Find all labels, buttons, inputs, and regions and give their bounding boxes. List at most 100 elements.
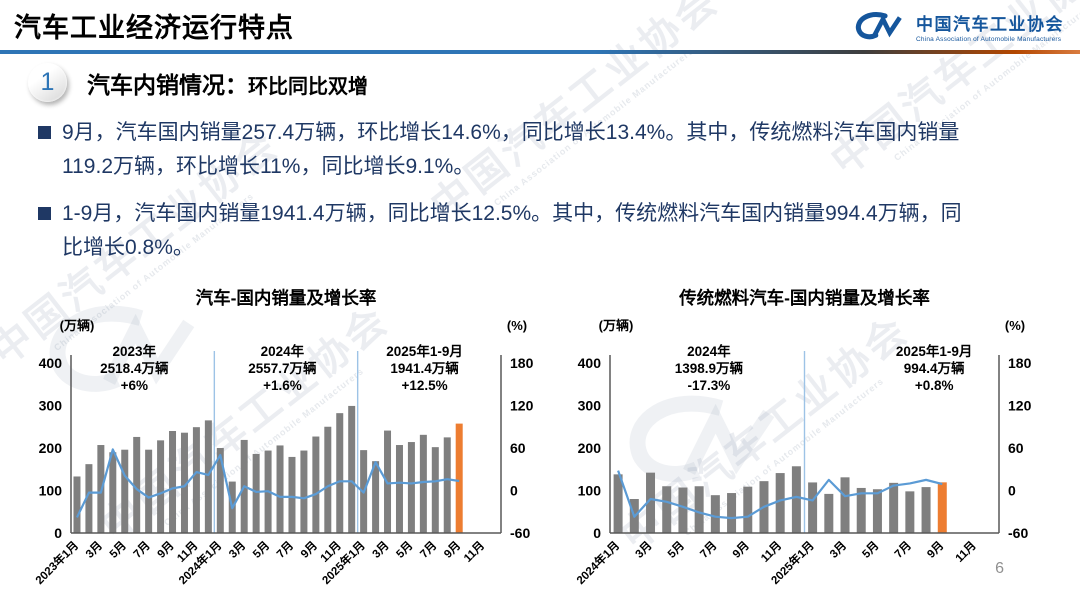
caam-logo-mark-icon — [855, 12, 902, 40]
svg-text:0: 0 — [593, 525, 601, 541]
bar-month — [905, 491, 915, 533]
svg-text:2023年: 2023年 — [113, 343, 157, 359]
svg-text:2024年1月: 2024年1月 — [573, 538, 622, 587]
svg-text:7月: 7月 — [131, 539, 153, 561]
axes — [70, 355, 502, 534]
svg-text:2518.4万辆: 2518.4万辆 — [100, 360, 169, 376]
svg-text:2024年: 2024年 — [687, 343, 731, 359]
svg-text:7月: 7月 — [418, 539, 440, 561]
svg-text:7月: 7月 — [698, 539, 720, 561]
svg-text:3月: 3月 — [827, 539, 849, 561]
bar-month — [743, 486, 753, 533]
svg-text:-60: -60 — [510, 525, 530, 541]
section-title: 汽车内销情况： 环比同比双增 — [87, 66, 368, 100]
bar-month — [121, 449, 129, 533]
svg-text:180: 180 — [510, 355, 534, 371]
caam-logo-text: 中国汽车工业协会 China Association of Automobile… — [916, 10, 1064, 43]
bar-month — [169, 431, 177, 533]
svg-text:11月: 11月 — [953, 539, 979, 565]
growth-rate-line — [75, 448, 460, 518]
bar-month — [872, 489, 882, 533]
bar-month — [775, 473, 785, 533]
bar-month — [192, 427, 200, 533]
bar-month — [395, 445, 403, 533]
bar-month — [407, 442, 415, 533]
svg-text:60: 60 — [1008, 440, 1024, 456]
svg-text:5月: 5月 — [860, 539, 882, 561]
svg-text:400: 400 — [39, 355, 63, 371]
svg-text:3月: 3月 — [633, 539, 655, 561]
svg-text:9月: 9月 — [155, 539, 177, 561]
svg-text:9月: 9月 — [730, 539, 752, 561]
bullet-marker — [38, 126, 51, 139]
svg-text:1941.4万辆: 1941.4万辆 — [390, 360, 459, 376]
bar-month — [85, 464, 93, 533]
y-axis-tick-labels: 0 100 200 300 400 -60 0 60 120 180 — [578, 355, 1032, 541]
bar-month — [889, 482, 899, 533]
svg-text:100: 100 — [39, 483, 63, 499]
bar-month — [348, 405, 356, 533]
svg-text:5月: 5月 — [665, 539, 687, 561]
svg-text:60: 60 — [510, 440, 526, 456]
bar-month — [662, 486, 672, 533]
svg-text:2024年: 2024年 — [261, 343, 305, 359]
svg-text:+0.8%: +0.8% — [915, 378, 954, 393]
svg-text:100: 100 — [578, 483, 602, 499]
svg-text:2025年1-9月: 2025年1-9月 — [386, 343, 463, 359]
page-number: 6 — [995, 560, 1004, 577]
svg-text:+12.5%: +12.5% — [401, 378, 447, 393]
svg-text:+1.6%: +1.6% — [263, 378, 302, 393]
bar-month — [300, 450, 308, 533]
bar-month — [204, 420, 212, 533]
svg-text:9月: 9月 — [925, 539, 947, 561]
svg-text:2023年1月: 2023年1月 — [32, 538, 81, 587]
svg-text:5月: 5月 — [107, 539, 129, 561]
svg-text:200: 200 — [39, 440, 63, 456]
chart-title: 传统燃料汽车-国内销量及增长率 — [678, 288, 930, 308]
bullet-item: 1-9月，汽车国内销量1941.4万辆，同比增长12.5%。其中，传统燃料汽车国… — [38, 197, 964, 265]
svg-text:5月: 5月 — [394, 539, 416, 561]
svg-text:0: 0 — [510, 483, 518, 499]
bar-month — [443, 437, 451, 533]
svg-text:300: 300 — [39, 398, 63, 414]
bar-month — [824, 493, 834, 533]
section-header: 1 汽车内销情况： 环比同比双增 — [28, 63, 368, 102]
svg-text:5月: 5月 — [250, 539, 272, 561]
watermark-logo-swoosh-icon — [629, 395, 775, 482]
svg-text:1398.9万辆: 1398.9万辆 — [675, 360, 744, 376]
bar-month — [252, 453, 260, 533]
bar-month — [157, 440, 165, 533]
svg-text:3月: 3月 — [370, 539, 392, 561]
bar-month — [694, 486, 704, 533]
bar-month — [336, 413, 344, 533]
chart-title: 汽车-国内销量及增长率 — [196, 288, 377, 308]
chart-panel-domestic-sales: 0 100 200 300 400 -60 0 60 120 180 2023年1月 3月 5月 7月 9月… — [30, 283, 545, 608]
svg-text:0: 0 — [1008, 483, 1016, 499]
bullet-item: 9月，汽车国内销量257.4万辆，环比增长14.6%，同比增长13.4%。其中，… — [38, 116, 964, 184]
svg-text:-17.3%: -17.3% — [687, 378, 730, 393]
caam-logo: 中国汽车工业协会 China Association of Automobile… — [853, 9, 1064, 43]
growth-rate-line — [617, 470, 943, 520]
bar-month — [727, 493, 737, 533]
section-title-main: 汽车内销情况： — [87, 71, 248, 98]
bar-month — [180, 432, 188, 533]
svg-text:400: 400 — [578, 355, 602, 371]
bar-month — [324, 426, 332, 533]
bar-month — [678, 487, 688, 533]
y-axis-unit-right: (%) — [1005, 318, 1025, 333]
section-number-badge: 1 — [28, 63, 67, 102]
svg-text:11月: 11月 — [461, 539, 487, 565]
y-axis-tick-labels: 0 100 200 300 400 -60 0 60 120 180 — [39, 355, 534, 541]
year-divider-lines — [213, 351, 359, 533]
svg-text:300: 300 — [578, 398, 602, 414]
y-axis-unit-left: (万辆) — [60, 318, 95, 333]
bullet-text: 1-9月，汽车国内销量1941.4万辆，同比增长12.5%。其中，传统燃料汽车国… — [62, 202, 962, 260]
bar-month — [312, 436, 320, 533]
section-title-sub: 环比同比双增 — [248, 75, 368, 98]
bar-month — [613, 474, 623, 533]
chart-fuel-vehicle-sales-growth: 0 100 200 300 400 -60 0 60 120 180 2024年1月 3月 5月 7月 9月… — [573, 288, 1032, 587]
